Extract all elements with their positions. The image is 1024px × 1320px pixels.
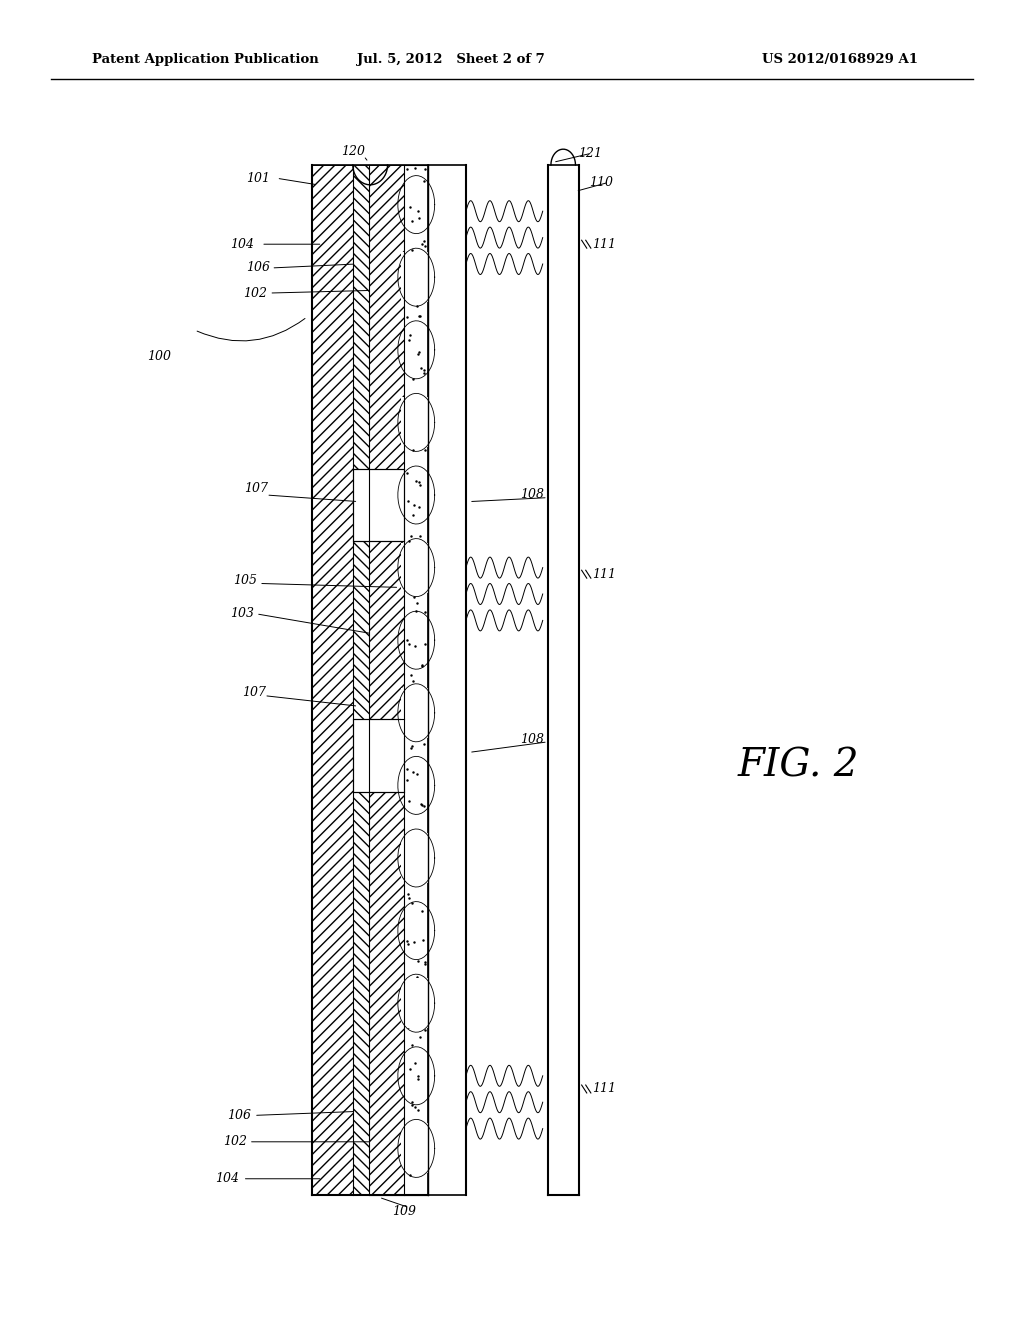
Text: 108: 108 <box>520 488 544 502</box>
Text: US 2012/0168929 A1: US 2012/0168929 A1 <box>762 53 918 66</box>
Bar <box>353 165 369 1195</box>
Bar <box>400 252 432 302</box>
Bar <box>353 469 404 541</box>
Bar <box>400 833 432 883</box>
Text: 107: 107 <box>242 686 265 700</box>
Text: 109: 109 <box>392 1205 417 1218</box>
Text: 110: 110 <box>589 176 612 189</box>
Text: 102: 102 <box>243 286 266 300</box>
Bar <box>369 165 428 1195</box>
Bar <box>400 1123 432 1173</box>
Text: 100: 100 <box>146 350 171 363</box>
Text: 104: 104 <box>230 238 254 251</box>
Text: 105: 105 <box>233 574 257 587</box>
Bar <box>369 792 404 1195</box>
Text: 107: 107 <box>244 482 267 495</box>
Bar <box>400 397 432 447</box>
Bar <box>353 719 404 792</box>
Text: Patent Application Publication: Patent Application Publication <box>92 53 318 66</box>
Text: 108: 108 <box>520 733 544 746</box>
Bar <box>548 165 579 1195</box>
Bar <box>400 688 432 738</box>
Text: 104: 104 <box>215 1172 239 1185</box>
Text: 106: 106 <box>227 1109 251 1122</box>
Text: FIG. 2: FIG. 2 <box>737 747 859 784</box>
Bar <box>400 978 432 1028</box>
Text: 111: 111 <box>592 568 615 581</box>
Bar <box>369 165 404 469</box>
Bar <box>400 543 432 593</box>
Text: 101: 101 <box>246 172 269 185</box>
Text: 111: 111 <box>592 1082 615 1096</box>
Text: 111: 111 <box>592 238 615 251</box>
Bar <box>369 541 404 719</box>
Text: 120: 120 <box>341 145 366 158</box>
Text: 102: 102 <box>223 1135 247 1148</box>
Text: 121: 121 <box>579 147 602 160</box>
Bar <box>312 165 353 1195</box>
Text: Jul. 5, 2012   Sheet 2 of 7: Jul. 5, 2012 Sheet 2 of 7 <box>356 53 545 66</box>
Bar <box>428 165 466 1195</box>
Text: 103: 103 <box>230 607 254 620</box>
Text: 106: 106 <box>246 261 269 275</box>
